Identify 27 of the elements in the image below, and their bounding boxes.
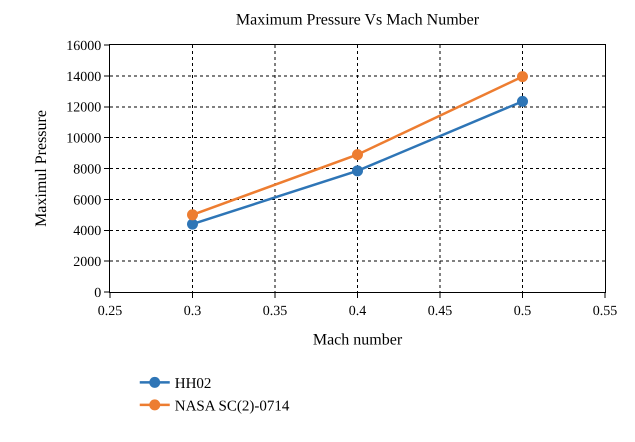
y-tick-label: 12000 [66, 100, 102, 116]
y-axis-title: Maximul Pressure [33, 110, 50, 227]
x-axis-title: Mach number [312, 332, 403, 348]
x-tick-label: 0.25 [98, 304, 122, 319]
y-tick-label: 2000 [73, 255, 102, 270]
y-tick-label: 0 [94, 286, 102, 301]
legend-label: HH02 [174, 376, 212, 392]
y-tick-label: 16000 [66, 38, 102, 54]
point [352, 165, 363, 176]
x-tick-label: 0.4 [348, 304, 366, 319]
point [517, 96, 528, 107]
x-tick-label: 0.45 [428, 304, 452, 319]
x-tick-label: 0.5 [514, 304, 532, 319]
point [187, 209, 198, 220]
y-tick-label: 10000 [66, 132, 102, 147]
y-tick-label: 8000 [73, 162, 102, 178]
point [187, 218, 198, 230]
legend-label: NASA SC(2)-0714 [174, 398, 290, 415]
y-tick-label: 14000 [66, 70, 102, 85]
y-tick-label: 4000 [73, 224, 102, 240]
x-tick-label: 0.3 [184, 304, 202, 319]
point [352, 149, 363, 160]
x-tick-label: 0.35 [262, 304, 288, 319]
y-tick-label: 6000 [73, 193, 102, 208]
x-tick-label: 0.55 [592, 304, 618, 319]
chart-title: Maximum Pressure Vs Mach Number [236, 11, 480, 28]
point [517, 71, 528, 82]
